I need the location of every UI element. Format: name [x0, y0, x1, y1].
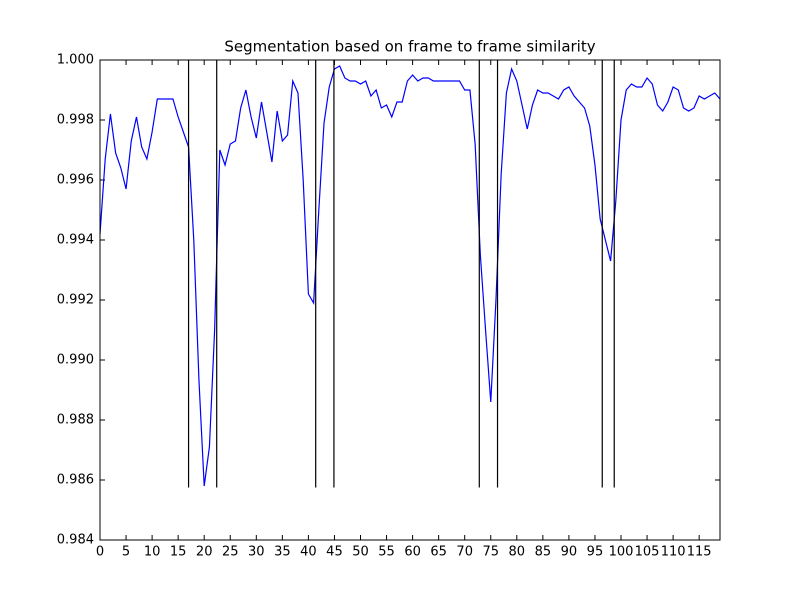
x-tick-label: 25 [222, 545, 239, 560]
x-tick-label: 100 [609, 545, 634, 560]
x-tick-label: 5 [122, 545, 130, 560]
y-tick-label: 0.994 [57, 233, 94, 248]
x-tick-label: 55 [378, 545, 395, 560]
y-tick-label: 0.998 [57, 113, 94, 128]
x-tick-label: 40 [300, 545, 317, 560]
chart-title: Segmentation based on frame to frame sim… [224, 38, 595, 56]
x-tick-label: 90 [561, 545, 578, 560]
y-tick-label: 1.000 [57, 53, 94, 68]
y-tick-label: 0.992 [57, 293, 94, 308]
x-tick-label: 115 [687, 545, 712, 560]
x-tick-label: 75 [482, 545, 499, 560]
x-tick-label: 95 [587, 545, 604, 560]
y-tick-label: 0.986 [57, 473, 94, 488]
y-tick-label: 0.990 [57, 353, 94, 368]
x-tick-label: 15 [170, 545, 187, 560]
x-tick-label: 110 [661, 545, 686, 560]
data-line [99, 65, 721, 487]
x-tick-label: 85 [535, 545, 552, 560]
y-tick-label: 0.996 [57, 173, 94, 188]
x-tick-label: 35 [274, 545, 291, 560]
x-tick-label: 60 [404, 545, 421, 560]
plot-frame [99, 59, 721, 541]
x-tick-label: 20 [196, 545, 213, 560]
x-tick-label: 80 [509, 545, 526, 560]
y-tick-label: 0.988 [57, 413, 94, 428]
x-tick-label: 105 [635, 545, 660, 560]
x-tick-label: 70 [456, 545, 473, 560]
x-tick-label: 0 [96, 545, 104, 560]
y-tick-label: 0.984 [57, 533, 94, 548]
x-tick-label: 45 [326, 545, 343, 560]
x-tick-label: 10 [144, 545, 161, 560]
x-tick-label: 50 [352, 545, 369, 560]
x-tick-label: 30 [248, 545, 265, 560]
x-tick-label: 65 [430, 545, 447, 560]
